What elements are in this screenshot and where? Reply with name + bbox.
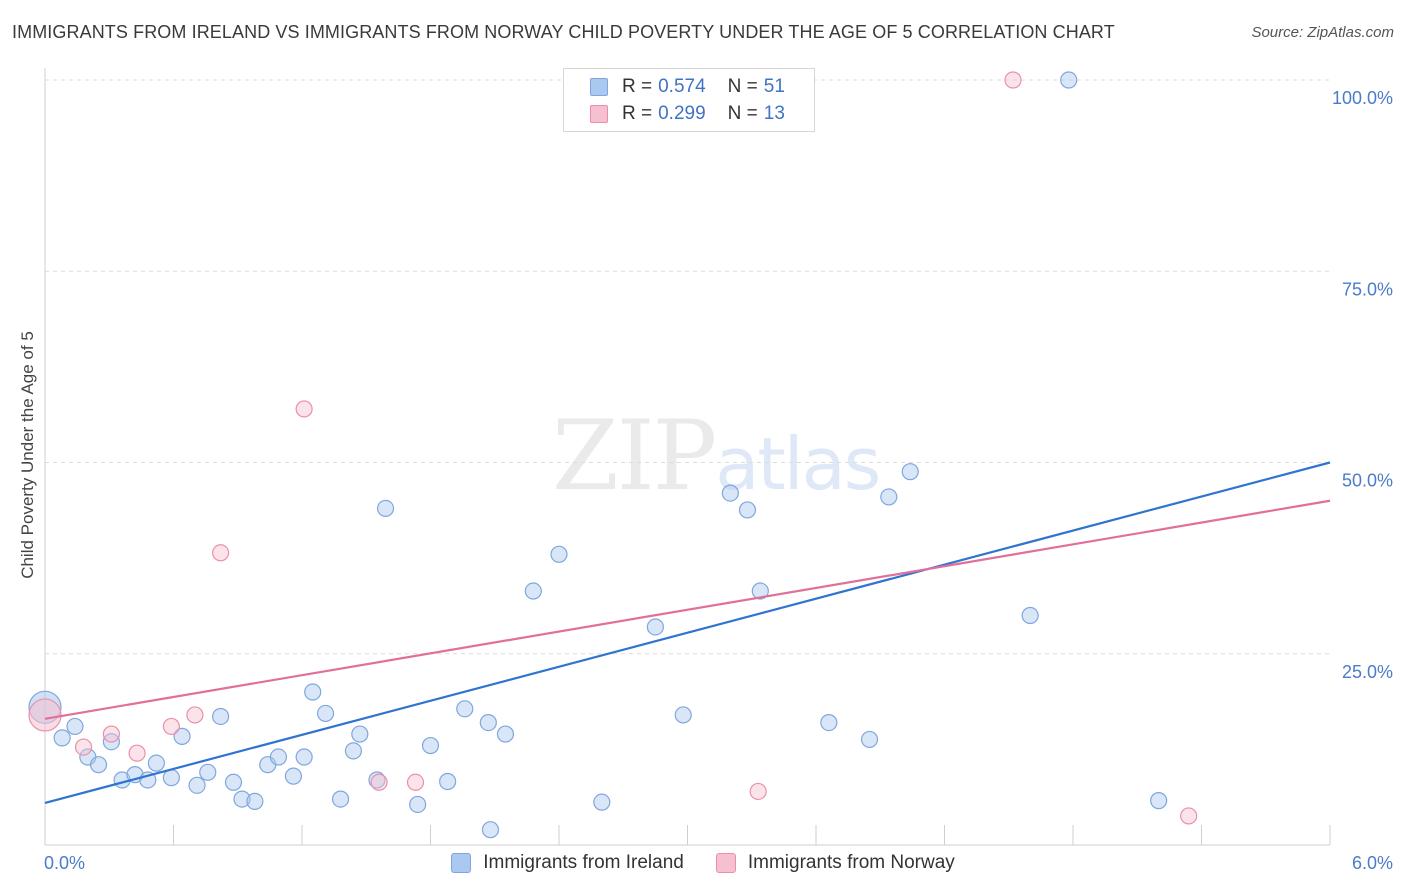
y-tick-label: 50.0% — [1342, 471, 1393, 491]
point-ireland — [295, 748, 313, 766]
point-ireland — [479, 713, 497, 732]
point-ireland — [344, 742, 362, 760]
series-label-norway: Immigrants from Norway — [747, 852, 955, 873]
legend-swatch-norway — [590, 105, 608, 123]
point-ireland — [496, 725, 515, 743]
legend-r-label: R = — [622, 103, 653, 124]
data-points — [28, 71, 1198, 839]
point-norway — [370, 773, 388, 791]
x-tick-label: 0.0% — [44, 853, 85, 873]
point-ireland — [233, 790, 251, 808]
point-ireland — [53, 729, 71, 747]
x-tick-label: 6.0% — [1352, 853, 1393, 873]
point-norway — [186, 706, 204, 724]
point-norway — [102, 725, 120, 743]
point-ireland — [421, 736, 440, 755]
trendline-ireland — [44, 461, 1331, 804]
watermark-atlas: atlas — [715, 422, 881, 506]
point-norway — [406, 773, 425, 791]
point-ireland — [456, 700, 474, 718]
axes — [44, 68, 1331, 846]
series-legend-ireland: Immigrants from Ireland — [451, 852, 684, 874]
trend-lines — [44, 461, 1331, 804]
tick-labels: 25.0% 50.0% 75.0% 100.0% 0.0% 6.0% — [44, 88, 1393, 873]
y-tick-label: 75.0% — [1342, 279, 1393, 299]
correlation-legend: R = 0.574 N = 51 R = 0.299 N = 13 — [563, 68, 815, 132]
point-ireland — [738, 501, 757, 519]
legend-r-value: 0.574 — [658, 76, 706, 97]
series-legend-norway: Immigrants from Norway — [715, 852, 955, 874]
point-norway — [128, 744, 146, 762]
point-ireland — [439, 772, 457, 791]
point-ireland — [304, 683, 322, 701]
y-tick-label: 100.0% — [1332, 88, 1393, 108]
series-swatch-norway — [715, 853, 736, 873]
point-ireland — [674, 706, 692, 724]
point-ireland — [147, 754, 165, 772]
point-ireland — [1060, 71, 1078, 89]
legend-n-label: N = — [727, 103, 758, 124]
legend-n-value: 13 — [763, 103, 785, 124]
point-ireland — [820, 713, 838, 732]
point-ireland — [284, 767, 303, 785]
point-ireland — [1150, 792, 1168, 810]
point-ireland — [188, 776, 206, 794]
y-tick-label: 25.0% — [1342, 662, 1393, 682]
point-norway — [1004, 71, 1022, 89]
point-ireland — [162, 769, 180, 787]
point-ireland — [376, 499, 395, 517]
point-ireland — [409, 795, 427, 814]
point-ireland — [524, 582, 542, 600]
point-norway — [295, 400, 313, 418]
point-ireland — [269, 748, 288, 766]
point-norway — [74, 738, 93, 756]
point-ireland — [550, 545, 568, 563]
watermark: ZIPatlas — [552, 400, 881, 512]
point-ireland — [1021, 606, 1039, 625]
point-norway — [212, 544, 230, 562]
legend-row-ireland: R = 0.574 N = 51 — [590, 74, 785, 100]
point-ireland — [368, 771, 386, 789]
series-legend: Immigrants from Ireland Immigrants from … — [0, 852, 1406, 874]
point-ireland — [860, 730, 879, 749]
point-ireland — [880, 488, 898, 506]
watermark-zip: ZIP — [552, 400, 717, 512]
point-ireland — [224, 773, 243, 791]
point-ireland — [246, 792, 264, 810]
point-ireland — [316, 704, 335, 723]
series-label-ireland: Immigrants from Ireland — [483, 852, 684, 873]
point-ireland — [66, 717, 84, 736]
legend-row-norway: R = 0.299 N = 13 — [590, 101, 785, 127]
grid-lines — [45, 79, 1330, 655]
legend-swatch-ireland — [590, 78, 608, 96]
point-ireland — [212, 707, 230, 726]
trendline-norway — [44, 499, 1331, 720]
legend-n-label: N = — [727, 76, 758, 97]
legend-n-value: 51 — [763, 76, 785, 97]
legend-r-value: 0.299 — [658, 103, 706, 124]
point-ireland — [173, 727, 191, 745]
point-ireland — [646, 618, 664, 636]
source-credit: Source: ZipAtlas.com — [1251, 24, 1394, 41]
point-ireland — [751, 582, 769, 600]
point-norway — [162, 717, 180, 736]
point-norway — [749, 782, 767, 801]
point-norway — [1180, 807, 1198, 825]
y-axis-label: Child Poverty Under the Age of 5 — [18, 331, 37, 579]
point-ireland — [331, 790, 350, 808]
point-ireland — [351, 725, 369, 743]
point-norway — [28, 698, 62, 732]
legend-r-label: R = — [622, 76, 653, 97]
series-swatch-ireland — [451, 853, 472, 873]
point-ireland — [593, 793, 611, 811]
point-ireland — [901, 463, 919, 481]
point-ireland — [89, 756, 108, 774]
chart-title: IMMIGRANTS FROM IRELAND VS IMMIGRANTS FR… — [12, 22, 1115, 42]
point-ireland — [721, 484, 739, 502]
point-ireland — [199, 763, 217, 781]
point-ireland — [481, 821, 500, 839]
